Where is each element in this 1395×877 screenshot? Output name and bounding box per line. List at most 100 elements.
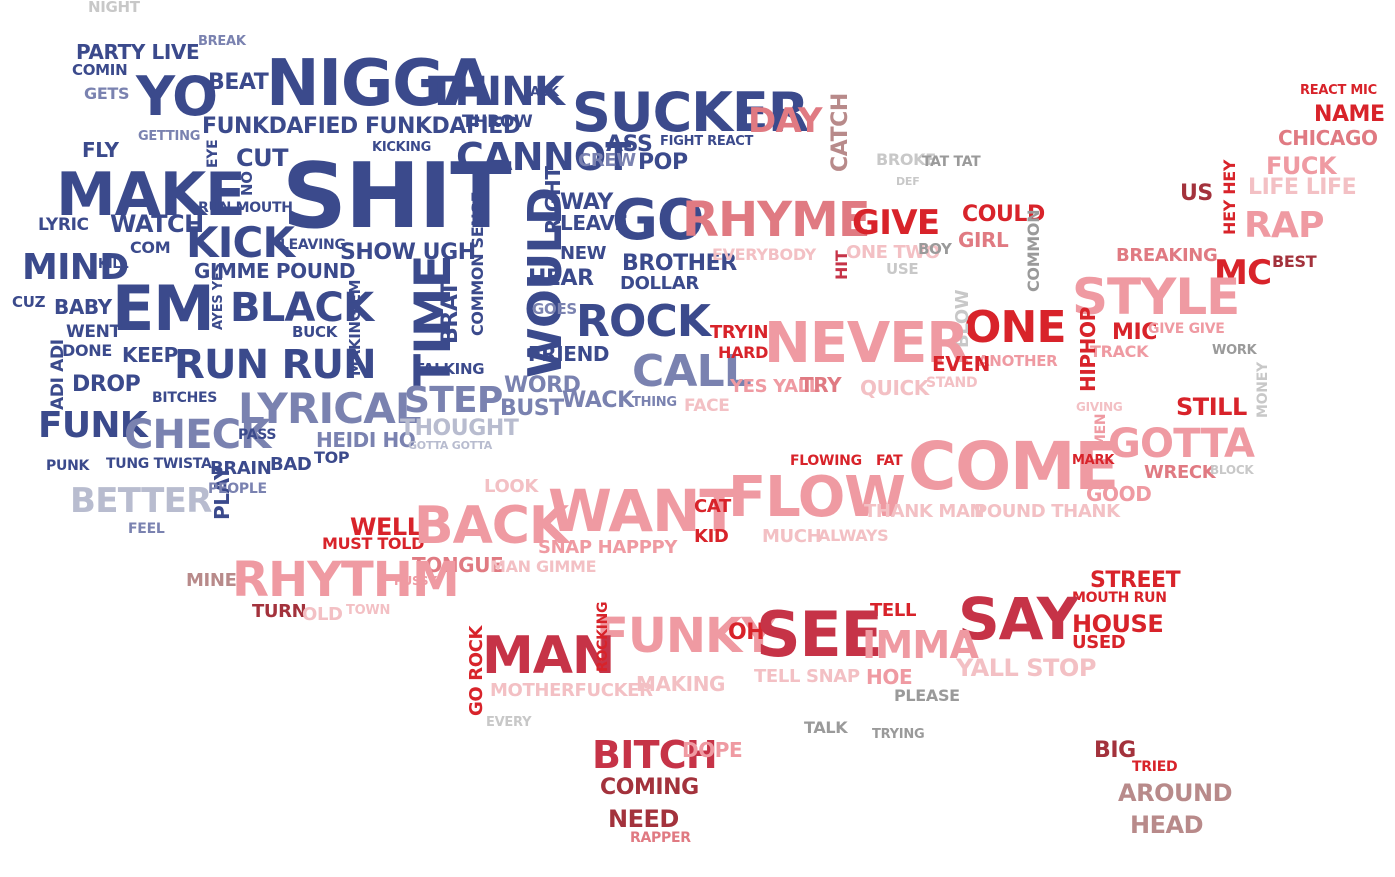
word-baby: BABY [54,295,112,319]
word-thank-man: THANK MAN [864,501,985,522]
word-brat: BRAT [438,281,463,344]
word-try: TRY [800,373,842,397]
word-def: DEF [896,175,920,188]
word-mic: MIC [1112,320,1157,345]
word-better: BETTER [70,481,212,521]
word-keep: KEEP [122,343,178,367]
word-still: STILL [1176,393,1247,421]
word-come: COME [908,428,1119,505]
word-breaking: BREAKING [1116,245,1218,266]
word-one-two: ONE TWO [846,242,940,263]
word-track: TRACK [1090,342,1149,361]
word-gets: GETS [84,84,130,103]
word-watch: WATCH [110,210,204,238]
word-gotta: GOTTA [1108,421,1255,467]
word-fight-react: FIGHT REACT [660,134,754,149]
word-say: SAY [958,585,1079,653]
word-broke: BROKE [876,150,936,169]
word-done: DONE [62,341,112,360]
word-boy: BOY [918,240,952,258]
word-leave: LEAVE [560,211,628,235]
word-new: NEW [560,243,607,264]
word-thing: THING [632,395,677,410]
word-old: OLD [302,604,343,625]
word-cut: CUT [236,144,289,172]
word-tongue: TONGUE [412,553,504,577]
word-bitches: BITCHES [152,390,218,406]
word-think: THINK [428,69,565,115]
word-tell: TELL [870,600,917,621]
word-run-mouth: RUN MOUTH [198,200,293,216]
word-stand: STAND [926,375,978,391]
word-flowing: FLOWING [790,453,862,469]
word-bad: BAD [270,454,312,475]
word-brain: BRAIN [210,458,272,479]
word-em: EM [112,272,215,345]
word-talking: TALKING [414,360,485,378]
word-tell-snap: TELL SNAP [754,666,860,687]
word-brother: BROTHER [622,251,737,276]
word-turn: TURN [252,601,307,622]
word-friend: FRIEND [528,342,610,366]
word-hear: HEAR [528,266,594,291]
word-react-mic: REACT MIC [1300,83,1377,98]
word-coming: COMING [600,775,699,800]
word-talk: TALK [804,718,848,737]
word-money: MONEY [1255,362,1271,418]
word-kid: KID [694,526,729,547]
word-best: BEST [1272,252,1317,271]
word-pass: PASS [238,427,277,443]
word-go: GO [612,188,704,253]
word-way: WAY [560,190,613,215]
word-yo: YO [136,65,218,128]
word-run-run: RUN RUN [174,342,377,388]
word-back: BACK [414,496,569,556]
word-trying: TRYING [872,727,925,742]
word-making: MAKING [636,672,726,696]
word-day: DAY [748,101,823,141]
word-party-live: PARTY LIVE [76,40,200,64]
word-pound-thank: POUND THANK [974,501,1120,522]
word-call: CALL [632,346,752,397]
word-want: WANT [548,477,739,545]
word-drop: DROP [72,372,141,397]
word-even: EVEN [932,352,990,376]
word-rocking: ROCKING [595,601,611,672]
word-mc: MC [1214,253,1272,293]
word-mark: MARK [1072,453,1115,468]
word-another: ANOTHER [978,352,1058,370]
word-make: MAKE [56,160,246,230]
word-bitch: BITCH [592,733,718,777]
word-cat: CAT [694,496,731,517]
word-yall-stop: YALL STOP [956,654,1096,682]
word-kill: KILL [98,257,129,272]
word-name: NAME [1314,102,1385,127]
word-beat: BEAT [208,70,269,95]
word-lyrical: LYRICAL [238,384,422,433]
word-always: ALWAYS [818,526,889,545]
word-head: HEAD [1130,811,1204,839]
word-cuz: CUZ [12,293,46,311]
word-give: GIVE [852,203,940,243]
word-nigga: NIGGA [266,47,493,121]
word-around: AROUND [1118,779,1233,807]
word-fat: FAT [876,453,903,469]
word-fly: FLY [82,138,119,162]
word-flow: FLOW [728,465,906,530]
word-oh: OH [728,620,765,645]
word-please: PLEASE [894,686,960,705]
word-must-told: MUST TOLD [322,534,425,553]
word-tung-twista: TUNG TWISTA [106,456,212,472]
word-break: BREAK [198,34,246,49]
word-ass: ASS [606,132,653,157]
word-kicking: KICKING [372,140,432,155]
word-town: TOWN [346,603,391,618]
word-hey-hey: HEY HEY [1220,159,1239,235]
word-much: MUCH [762,526,822,547]
word-crew: CREW [578,150,636,171]
word-people: PEOPLE [208,481,267,497]
word-ayes-yes: AYES YES [211,263,226,330]
word-tried: TRIED [1132,759,1178,775]
word-well: WELL [350,513,422,541]
